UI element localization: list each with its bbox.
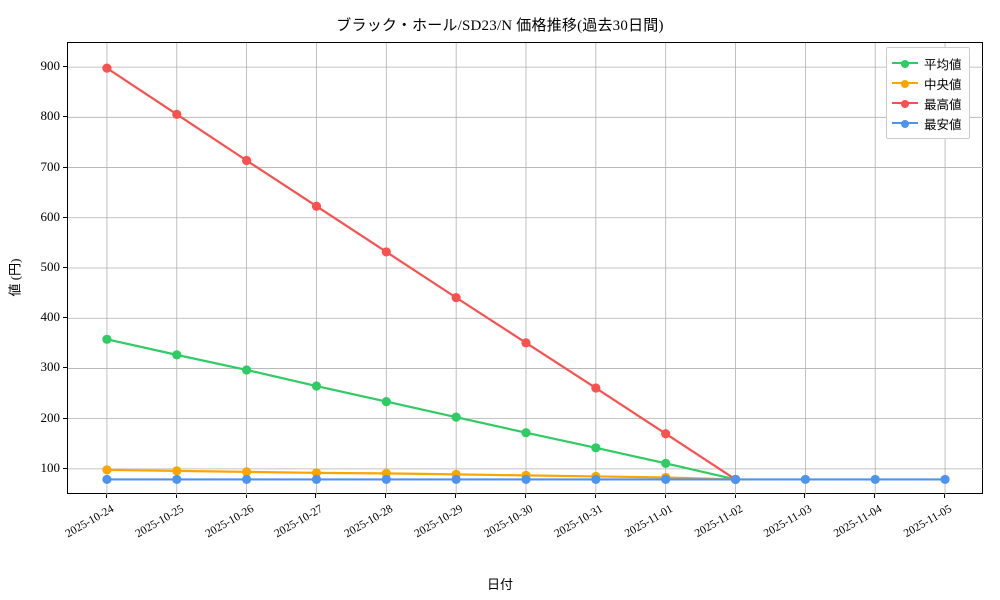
series-最安値	[102, 474, 950, 485]
x-tick-label: 2025-11-02	[692, 503, 745, 541]
x-axis-label: 日付	[486, 577, 513, 592]
data-point-marker	[102, 63, 112, 73]
x-tick-label: 2025-11-05	[901, 503, 955, 541]
y-tick-label: 100	[40, 459, 61, 475]
y-tick-label: 300	[40, 359, 61, 375]
y-tick-label: 600	[40, 208, 61, 224]
data-point-marker	[381, 396, 391, 407]
legend-marker-dot	[901, 119, 909, 128]
x-tick-label: 2025-10-25	[133, 503, 186, 541]
data-point-marker	[102, 334, 112, 344]
legend-swatch-icon	[892, 96, 918, 110]
legend-swatch-icon	[892, 56, 918, 70]
grid-lines	[68, 43, 984, 495]
x-tick-label: 2025-10-31	[552, 503, 605, 541]
data-point-marker	[102, 465, 112, 475]
y-tick-label: 800	[40, 108, 61, 124]
series-line	[105, 338, 737, 481]
data-point-marker	[940, 474, 950, 485]
y-tick-label: 700	[40, 158, 61, 174]
data-point-marker	[381, 474, 391, 485]
data-point-marker	[242, 474, 252, 485]
legend-swatch-icon	[892, 116, 918, 130]
data-point-marker	[242, 365, 252, 375]
legend-marker-dot	[901, 59, 909, 68]
data-point-marker	[591, 443, 601, 453]
x-tick-label: 2025-10-30	[482, 503, 535, 541]
data-point-marker	[381, 247, 391, 257]
data-point-marker	[661, 458, 671, 468]
x-tick-label: 2025-10-24	[63, 503, 116, 541]
data-point-marker	[451, 474, 461, 485]
x-tick-label: 2025-11-04	[832, 503, 885, 541]
legend-label: 最安値	[924, 117, 962, 132]
x-tick-label: 2025-11-03	[762, 503, 815, 541]
x-tick-label: 2025-10-28	[342, 503, 396, 541]
x-tick-label: 2025-10-29	[412, 503, 466, 541]
y-tick-label: 900	[40, 58, 61, 74]
data-point-marker	[661, 474, 671, 485]
x-tick-label: 2025-10-27	[272, 503, 326, 541]
data-point-marker	[172, 466, 182, 476]
series-平均値	[102, 334, 741, 485]
data-point-marker	[311, 474, 322, 485]
data-point-marker	[661, 429, 671, 439]
x-tick-label: 2025-10-26	[203, 503, 256, 541]
data-point-marker	[730, 474, 741, 485]
data-point-marker	[311, 468, 322, 478]
legend-item[interactable]: 最高値	[892, 93, 962, 113]
series-中央値	[102, 465, 741, 485]
legend-label: 最高値	[924, 97, 962, 112]
legend-marker-dot	[901, 99, 909, 108]
legend-item[interactable]: 中央値	[892, 73, 962, 93]
data-point-marker	[800, 474, 810, 485]
legend-item[interactable]: 平均値	[892, 53, 962, 73]
series-line	[105, 468, 737, 481]
data-point-marker	[311, 201, 322, 211]
data-point-marker	[311, 381, 322, 391]
data-series-layer	[102, 63, 950, 485]
legend-item[interactable]: 最安値	[892, 113, 962, 133]
data-point-marker	[521, 428, 531, 438]
series-最高値	[102, 63, 741, 485]
chart-title: ブラック・ホール/SD23/N 価格推移(過去30日間)	[336, 18, 664, 34]
data-point-marker	[172, 350, 182, 360]
legend-label: 中央値	[924, 77, 962, 92]
legend-marker-dot	[901, 79, 909, 88]
data-point-marker	[102, 474, 112, 485]
data-point-marker	[242, 155, 252, 166]
series-line	[105, 67, 737, 481]
legend-label: 平均値	[924, 57, 962, 72]
chart-legend: 平均値中央値最高値最安値	[886, 47, 970, 139]
data-point-marker	[591, 383, 601, 393]
data-point-marker	[870, 474, 880, 485]
plot-area	[67, 42, 984, 495]
data-point-marker	[451, 412, 461, 422]
data-point-marker	[242, 467, 252, 477]
data-point-marker	[451, 293, 461, 303]
y-tick-label: 200	[40, 409, 61, 425]
data-point-marker	[172, 109, 182, 119]
y-axis-label: 値 (円)	[7, 258, 23, 297]
data-point-marker	[591, 474, 601, 485]
data-point-marker	[521, 338, 531, 348]
data-point-marker	[521, 474, 531, 485]
x-tick-label: 2025-11-01	[622, 503, 675, 541]
legend-swatch-icon	[892, 76, 918, 90]
data-point-marker	[172, 474, 182, 485]
